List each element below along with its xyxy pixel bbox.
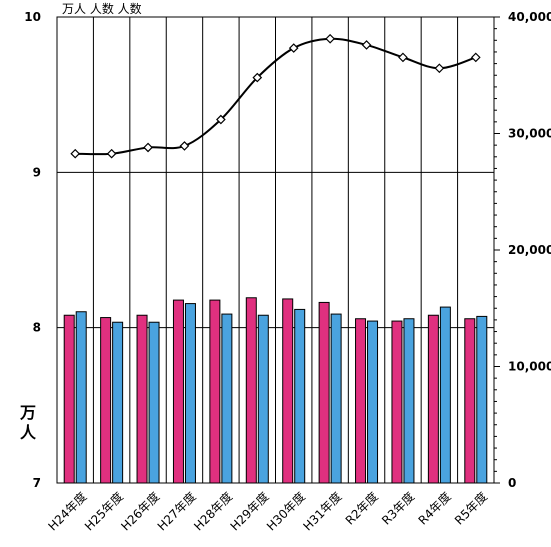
bar xyxy=(100,317,112,484)
bar xyxy=(172,299,184,484)
bar xyxy=(391,320,403,484)
bar xyxy=(148,321,160,484)
right-tick-label: 30,000 xyxy=(508,127,551,141)
category-label: H26年度 xyxy=(118,489,163,534)
line-point-marker xyxy=(434,63,445,74)
bar xyxy=(209,299,221,484)
bar xyxy=(136,314,148,484)
bar xyxy=(282,298,294,484)
bar xyxy=(63,314,75,484)
bar xyxy=(403,318,415,484)
left-tick-label: 9 xyxy=(33,165,41,179)
line-point-marker xyxy=(216,114,226,125)
category-label: R3年度 xyxy=(378,489,417,528)
bar xyxy=(464,318,476,484)
left-unit-char-2: 人 xyxy=(20,423,37,442)
category-label: H30年度 xyxy=(263,489,308,534)
bar xyxy=(367,320,379,484)
bar xyxy=(355,318,367,484)
bar xyxy=(330,313,342,484)
line-point-marker xyxy=(143,142,153,153)
bar xyxy=(112,321,124,484)
bar xyxy=(318,301,330,484)
bar xyxy=(184,303,196,484)
line-point-marker xyxy=(70,148,81,159)
right-tick-label: 20,000 xyxy=(508,243,551,257)
left-tick-label: 7 xyxy=(33,476,41,490)
line-point-marker xyxy=(179,141,190,151)
bar xyxy=(476,315,488,484)
bar xyxy=(221,313,233,484)
category-label: H27年度 xyxy=(154,489,199,534)
line-point-marker xyxy=(288,43,299,53)
category-label: H25年度 xyxy=(81,489,126,534)
line-point-marker xyxy=(398,52,408,63)
category-label: R5年度 xyxy=(451,489,490,528)
category-label: H29年度 xyxy=(227,489,272,534)
left-tick-label: 10 xyxy=(24,10,41,24)
bar xyxy=(427,314,439,484)
left-unit-char-1: 万 xyxy=(19,403,36,422)
top-note: 万人 人数 人数 xyxy=(62,1,142,16)
category-label: H31年度 xyxy=(300,489,345,534)
category-label: R4年度 xyxy=(415,489,454,528)
right-tick-label: 10,000 xyxy=(508,360,551,374)
right-tick-label: 40,000 xyxy=(508,10,551,24)
category-label: H28年度 xyxy=(190,489,235,534)
line-point-marker xyxy=(252,72,263,83)
right-tick-label: 0 xyxy=(508,476,516,490)
bar xyxy=(294,308,306,484)
line-point-marker xyxy=(470,52,481,63)
bar xyxy=(439,306,451,484)
left-tick-label: 8 xyxy=(33,321,41,335)
bar xyxy=(257,314,269,484)
bar xyxy=(75,311,87,484)
line-point-marker xyxy=(325,33,335,44)
category-label: R2年度 xyxy=(342,489,381,528)
line-point-marker xyxy=(361,40,372,50)
line-point-marker xyxy=(106,148,117,159)
bar xyxy=(245,297,257,484)
category-label: H24年度 xyxy=(45,489,90,534)
